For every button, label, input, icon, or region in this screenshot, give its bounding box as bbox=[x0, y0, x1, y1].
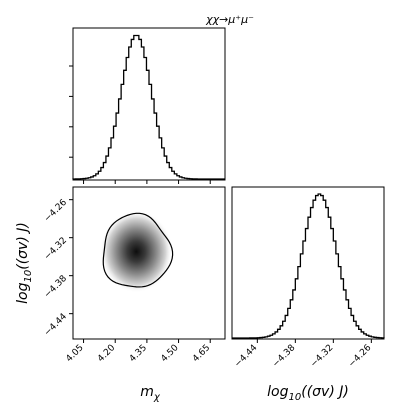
contour-1sigma bbox=[102, 212, 174, 288]
panel-marginal-sv-frame bbox=[231, 186, 385, 340]
chart-title: χχ→μ⁺μ⁻ bbox=[205, 13, 254, 26]
joint-sv-ytick-label: −4.38 bbox=[43, 274, 70, 301]
sv-panel-ticks: −4.44 −4.38 −4.32 −4.26 bbox=[233, 339, 374, 370]
joint-m-xtick-label: 4.65 bbox=[191, 343, 212, 364]
density-cloud bbox=[99, 210, 173, 293]
xlabel-sv: log10((σv) J) bbox=[267, 384, 349, 403]
top-panel-ticks bbox=[69, 65, 211, 184]
marg-sv-xtick-label: −4.32 bbox=[309, 343, 336, 370]
joint-sv-ytick-label: −4.44 bbox=[43, 312, 70, 339]
xlabel-m: mχ bbox=[140, 384, 161, 403]
histogram-m bbox=[72, 34, 225, 180]
joint-sv-ytick-label: −4.32 bbox=[43, 236, 70, 263]
marg-sv-xtick-label: −4.38 bbox=[271, 343, 298, 370]
marg-sv-xtick-label: −4.26 bbox=[347, 343, 374, 370]
joint-m-xtick-label: 4.20 bbox=[96, 343, 117, 364]
joint-sv-ytick-label: −4.26 bbox=[43, 198, 70, 225]
panel-marginal-m-frame bbox=[72, 27, 226, 181]
histogram-sv bbox=[232, 193, 385, 339]
ylabel-sv: log10((σv) J) bbox=[15, 222, 34, 304]
panel-joint-frame bbox=[72, 186, 226, 340]
joint-m-xtick-label: 4.05 bbox=[64, 343, 85, 364]
histogram-sv-line bbox=[232, 193, 385, 339]
joint-m-xtick-label: 4.35 bbox=[128, 343, 149, 364]
joint-density bbox=[99, 210, 174, 293]
joint-m-xtick-label: 4.50 bbox=[159, 343, 180, 364]
marg-sv-xtick-label: −4.44 bbox=[233, 343, 260, 370]
histogram-m-line bbox=[72, 34, 225, 180]
